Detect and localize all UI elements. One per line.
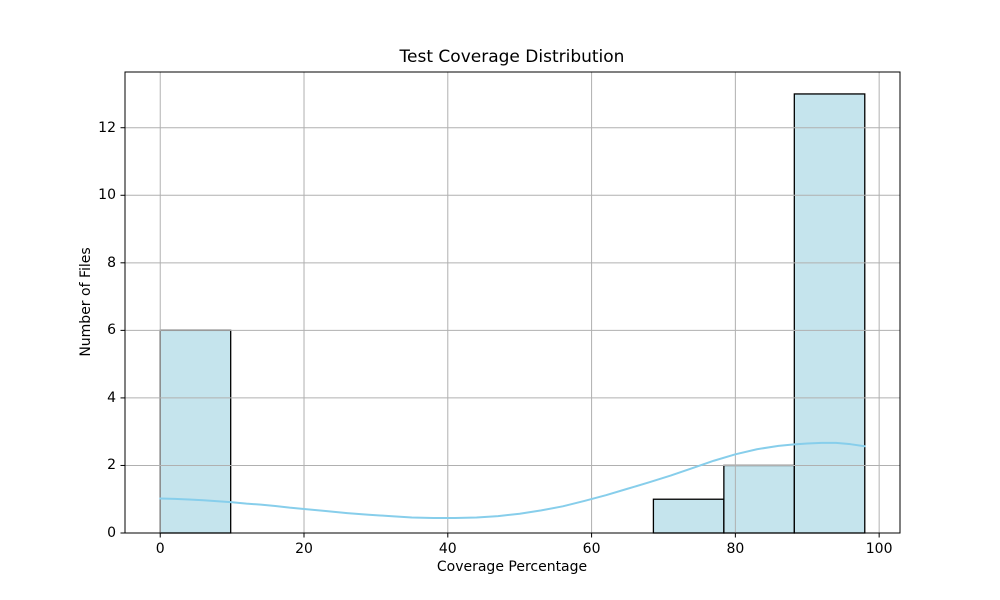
histogram-bar — [652, 498, 725, 534]
x-axis-label: Coverage Percentage — [436, 559, 588, 575]
x-tick-label-40: 40 — [438, 541, 457, 557]
histogram-bar — [723, 464, 795, 534]
x-tick-label-100: 100 — [865, 541, 893, 557]
x-tick-label-20: 20 — [295, 541, 313, 557]
x-tick-label-0: 0 — [155, 541, 165, 557]
y-tick-label-4: 4 — [107, 389, 116, 406]
histogram-bar — [793, 93, 866, 534]
axes-spines — [124, 71, 901, 534]
y-tick-label-0: 0 — [107, 525, 116, 541]
y-tick-label-6: 6 — [107, 322, 116, 339]
x-tick-label-60: 60 — [582, 541, 601, 557]
y-axis-label: Number of Files — [78, 247, 94, 357]
y-tick-label-12: 12 — [98, 119, 116, 136]
y-tick-label-2: 2 — [107, 457, 116, 474]
histogram-bar — [159, 329, 232, 534]
kde-curve — [159, 441, 866, 519]
y-tick-label-8: 8 — [107, 254, 116, 271]
x-tick-label-80: 80 — [726, 541, 745, 557]
chart-title: Test Coverage Distribution — [399, 47, 625, 67]
y-tick-label-10: 10 — [98, 187, 116, 204]
